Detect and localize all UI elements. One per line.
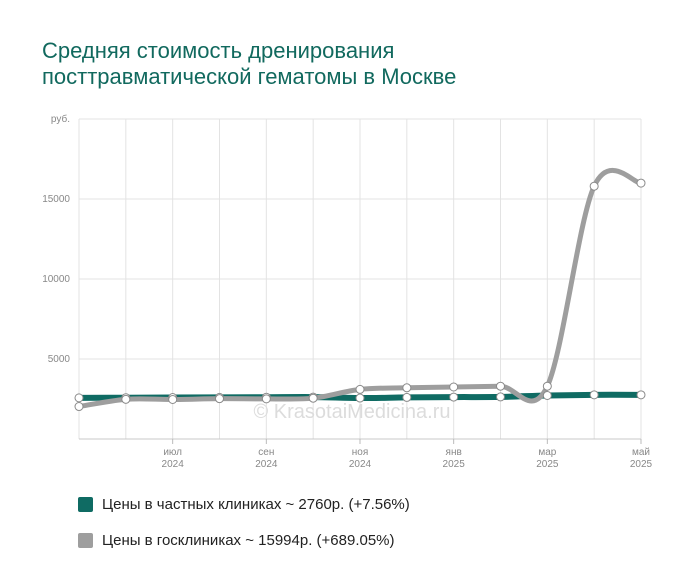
- data-point-state: [589, 181, 599, 191]
- chart-title: Средняя стоимость дренирования посттравм…: [42, 38, 456, 90]
- x-tick-label-month: мар: [538, 447, 556, 458]
- data-point-private: [355, 393, 365, 403]
- x-tick-label-year: 2024: [255, 459, 278, 470]
- data-point-state: [121, 394, 131, 404]
- data-point-state: [355, 384, 365, 394]
- x-tick-label-year: 2025: [536, 459, 559, 470]
- data-point-state: [496, 381, 505, 391]
- legend: Цены в частных клиниках ~ 2760р. (+7.56%…: [78, 486, 410, 558]
- data-point-state: [636, 178, 646, 188]
- line-chart: 50001000015000руб.июл2024сен2024ноя2024я…: [42, 113, 652, 470]
- data-point-state: [449, 382, 459, 392]
- x-tick-label-month: сен: [258, 447, 274, 458]
- legend-label-private: Цены в частных клиниках ~ 2760р. (+7.56%…: [102, 495, 410, 513]
- x-tick-label-year: 2025: [630, 459, 653, 470]
- series-state-line: [76, 168, 644, 410]
- data-point-private: [74, 393, 84, 403]
- data-point-state: [261, 394, 271, 404]
- legend-label-state: Цены в госклиниках ~ 15994р. (+689.05%): [102, 531, 395, 549]
- axes: 50001000015000руб.июл2024сен2024ноя2024я…: [42, 113, 652, 470]
- x-tick-label-year: 2024: [349, 459, 372, 470]
- y-tick-label: 15000: [42, 194, 70, 205]
- data-points: [74, 178, 646, 412]
- watermark: © KrasotaiMedicina.ru: [253, 401, 450, 423]
- data-point-state: [402, 383, 412, 393]
- legend-item-private[interactable]: Цены в частных клиниках ~ 2760р. (+7.56%…: [78, 486, 410, 522]
- y-tick-label: 5000: [48, 354, 71, 365]
- x-tick-label-year: 2025: [443, 459, 466, 470]
- y-unit-label: руб.: [51, 113, 70, 125]
- data-point-state: [542, 381, 552, 391]
- data-point-state: [74, 402, 84, 412]
- data-point-state: [308, 393, 318, 403]
- x-tick-label-month: янв: [446, 447, 462, 458]
- data-point-private: [496, 392, 505, 402]
- x-tick-label-year: 2024: [162, 459, 185, 470]
- legend-swatch-state: [78, 532, 93, 548]
- data-point-private: [542, 390, 552, 400]
- x-tick-label-month: июл: [163, 447, 182, 458]
- data-point-state: [168, 394, 178, 404]
- data-point-state: [215, 394, 224, 404]
- data-point-private: [589, 390, 599, 400]
- legend-swatch-private: [78, 496, 93, 512]
- y-tick-label: 10000: [42, 274, 70, 285]
- data-point-private: [402, 392, 412, 402]
- legend-item-state[interactable]: Цены в госклиниках ~ 15994р. (+689.05%): [78, 522, 410, 558]
- data-point-private: [636, 390, 646, 400]
- x-tick-label-month: май: [632, 447, 650, 458]
- x-tick-label-month: ноя: [352, 447, 369, 458]
- data-point-private: [449, 392, 459, 402]
- chart-title-line-2: посттравматической гематомы в Москве: [42, 64, 457, 89]
- chart-title-line-1: Средняя стоимость дренирования: [42, 38, 395, 63]
